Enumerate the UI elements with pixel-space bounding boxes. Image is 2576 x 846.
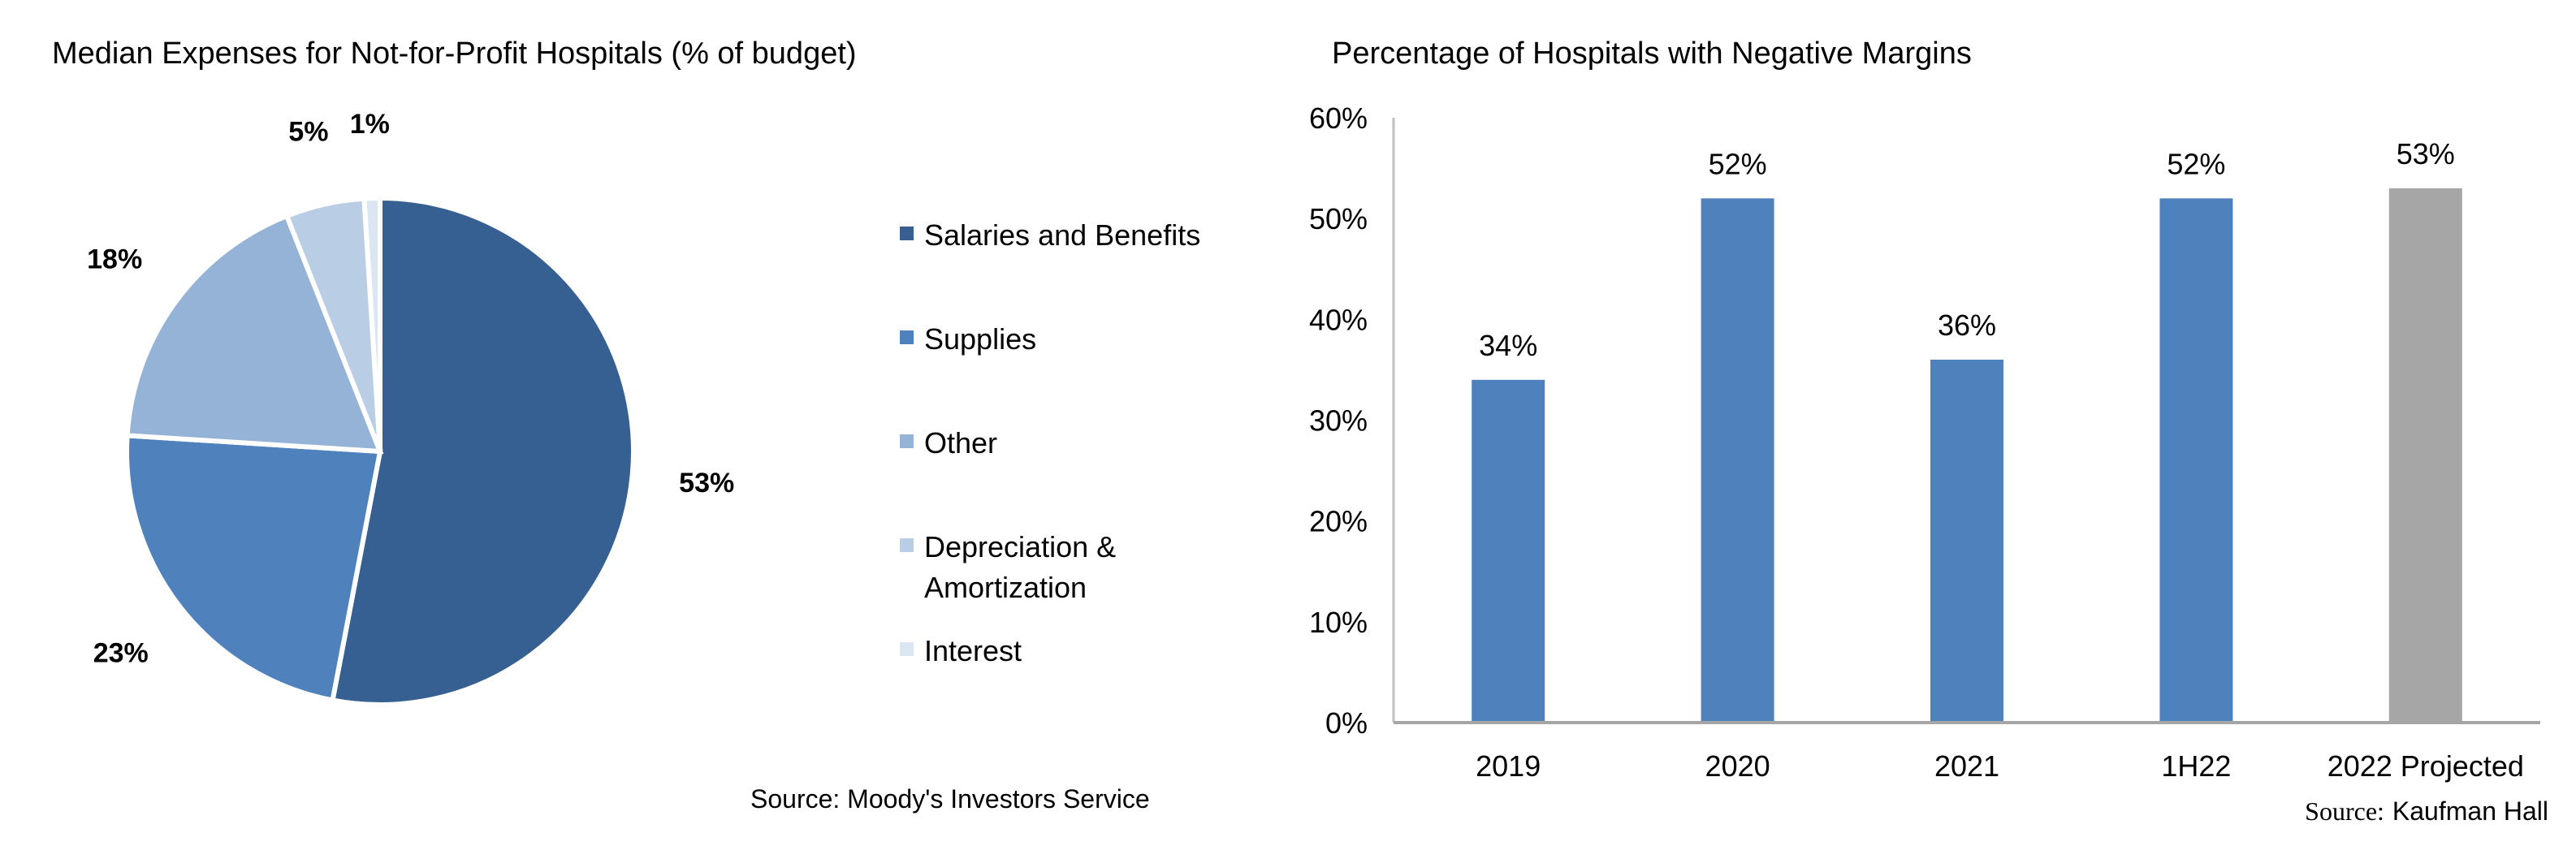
y-tick-label: 10% (1309, 606, 1368, 639)
bar-data-label: 36% (1938, 309, 1996, 342)
bar-data-label: 34% (1479, 329, 1537, 362)
y-tick-label: 0% (1325, 706, 1368, 740)
legend-label: Salaries and Benefits (924, 218, 1200, 252)
x-tick-label: 2019 (1476, 749, 1541, 783)
bar (1472, 379, 1545, 723)
pie-slices (124, 195, 636, 707)
y-tick-label: 20% (1309, 505, 1368, 538)
pie-data-label: 1% (350, 109, 390, 140)
legend-label: Interest (924, 634, 1022, 667)
legend-label: Depreciation & Amortization (924, 530, 1116, 604)
y-tick-label: 50% (1309, 202, 1368, 235)
bar-source-prefix: Source: (2305, 796, 2384, 826)
legend-swatch (900, 642, 914, 656)
legend-swatch (900, 330, 914, 344)
x-tick-label: 2021 (1934, 749, 1999, 783)
pie-data-label: 5% (288, 117, 328, 148)
pie-data-label: 18% (87, 244, 142, 275)
y-tick-label: 40% (1309, 303, 1368, 336)
pie-slice (330, 195, 636, 707)
bar-data-label: 52% (2167, 147, 2225, 180)
bar-x-axis-tick-labels: 2019 2020 2021 1H22 2022 Projected (1476, 749, 2524, 783)
legend-swatch (900, 538, 914, 552)
bar-series: 34% 52% 36% 52% 53% (1472, 137, 2462, 723)
bar (1930, 360, 2003, 723)
bar-y-axis-tick-labels: 0% 10% 20% 30% 40% 50% 60% (1309, 101, 1368, 740)
bar (1701, 198, 1774, 723)
bar (2388, 188, 2462, 723)
bar-chart: Percentage of Hospitals with Negative Ma… (1309, 37, 2548, 826)
pie-source-note: Source: Moody's Investors Service (750, 784, 1150, 814)
pie-data-labels: 53% 23% 18% 5% 1% (87, 109, 734, 668)
legend-label: Supplies (924, 322, 1036, 356)
bar-data-label: 52% (1709, 147, 1767, 180)
x-tick-label: 2020 (1705, 749, 1770, 783)
y-tick-label: 30% (1309, 404, 1368, 438)
pie-legend: Salaries and Benefits Supplies Other Deprec… (900, 218, 1200, 667)
x-tick-label: 2022 Projected (2327, 749, 2524, 783)
pie-data-label: 53% (679, 468, 734, 499)
bar-source-note: Source: Kaufman Hall (2305, 796, 2548, 826)
bar-data-label: 53% (2397, 137, 2455, 170)
bar-source-name: Kaufman Hall (2392, 796, 2548, 826)
pie-data-label: 23% (93, 638, 149, 669)
legend-label: Other (924, 426, 997, 460)
pie-chart-title: Median Expenses for Not-for-Profit Hospi… (52, 37, 857, 71)
legend-swatch (900, 227, 914, 240)
bar (2159, 198, 2233, 723)
x-tick-label: 1H22 (2161, 749, 2231, 783)
y-tick-label: 60% (1309, 101, 1368, 135)
pie-slice (361, 195, 383, 452)
bar-chart-title: Percentage of Hospitals with Negative Ma… (1332, 37, 1972, 71)
legend-swatch (900, 434, 914, 448)
pie-slice (124, 213, 384, 455)
pie-slice (124, 433, 383, 703)
pie-chart: Median Expenses for Not-for-Profit Hospi… (52, 37, 1200, 814)
